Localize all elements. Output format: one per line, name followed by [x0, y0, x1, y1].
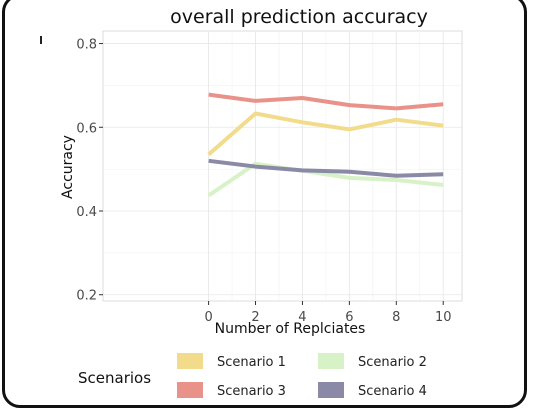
legend-swatch-scenario-1 — [177, 353, 203, 369]
tick-labels: 0.2 0.4 0.6 0.8 0 2 4 6 8 10 — [76, 38, 451, 325]
x-tick-label: 0 — [204, 310, 212, 325]
x-tick-label: 10 — [435, 310, 452, 325]
x-tick-label: 8 — [392, 310, 400, 325]
legend-swatch-scenario-2 — [318, 353, 344, 369]
y-tick-label: 0.2 — [76, 289, 97, 304]
x-tick-label: 4 — [298, 310, 306, 325]
x-axis-title: Number of Replciates — [215, 321, 366, 337]
chart-title: overall prediction accuracy — [170, 6, 428, 28]
series-line-scenario-2 — [207, 161, 444, 198]
legend-title: Scenarios — [78, 369, 151, 387]
y-tick-label: 0.6 — [76, 121, 97, 136]
legend-label-scenario-1: Scenario 1 — [217, 355, 286, 370]
axes — [99, 43, 444, 305]
series-lines — [207, 92, 444, 198]
legend-label-scenario-4: Scenario 4 — [358, 384, 427, 399]
x-tick-label: 2 — [251, 310, 259, 325]
legend-swatch-scenario-4 — [318, 382, 344, 398]
x-tick-label: 6 — [345, 310, 353, 325]
series-line-scenario-3 — [208, 92, 444, 111]
stray-mark — [40, 36, 42, 44]
legend-label-scenario-2: Scenario 2 — [358, 355, 427, 370]
legend-swatch-scenario-3 — [177, 382, 203, 398]
legend: Scenarios Scenario 1 Scenario 2 Scenario 3… — [78, 353, 427, 399]
legend-label-scenario-3: Scenario 3 — [217, 384, 286, 399]
series-line-scenario-4 — [208, 158, 444, 178]
y-tick-label: 0.4 — [76, 205, 97, 220]
series-line-scenario-1 — [207, 111, 444, 157]
y-tick-label: 0.8 — [76, 38, 97, 53]
y-axis-title: Accuracy — [60, 135, 76, 199]
